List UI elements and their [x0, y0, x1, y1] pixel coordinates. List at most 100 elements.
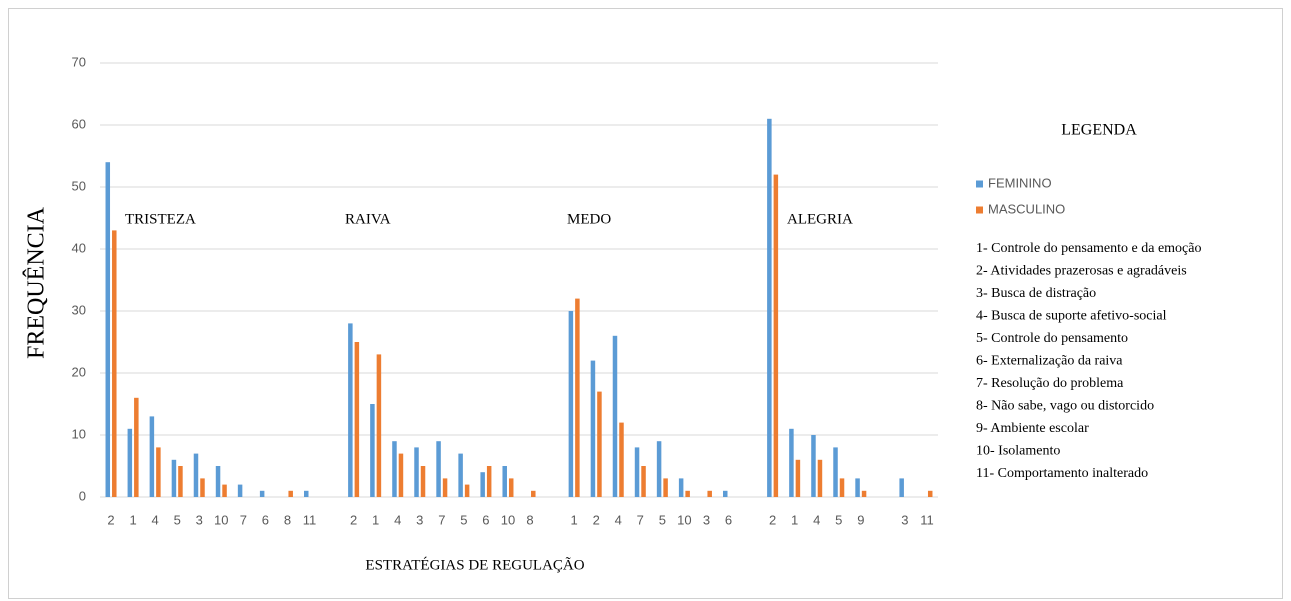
x-tick-label: 10 [214, 512, 228, 527]
y-tick-label: 40 [72, 240, 86, 255]
bar [237, 484, 243, 497]
bar [531, 490, 536, 497]
bar [656, 441, 662, 497]
x-tick-label: 3 [196, 512, 203, 527]
bar [370, 404, 375, 497]
x-tick-label: 10 [501, 512, 515, 527]
bar [612, 335, 618, 497]
bar [833, 447, 838, 497]
x-tick-label: 6 [725, 512, 732, 527]
bar [486, 466, 492, 497]
group-label: TRISTEZA [125, 211, 196, 227]
x-tick-label: 4 [813, 512, 820, 527]
bar [773, 174, 779, 497]
y-tick-label: 0 [79, 488, 86, 503]
bar [134, 397, 139, 497]
group-label: MEDO [567, 211, 611, 227]
legend-key-item: 10- Isolamento [976, 444, 1060, 459]
bar [817, 459, 823, 497]
x-tick-label: 5 [835, 512, 842, 527]
y-tick-label: 70 [72, 54, 86, 69]
bar [392, 441, 397, 497]
bar [200, 478, 205, 497]
bar [178, 466, 183, 497]
frame [8, 8, 1283, 599]
bar [442, 478, 448, 497]
x-tick-label: 2 [769, 512, 776, 527]
bar [575, 298, 580, 497]
x-tick-label: 6 [262, 512, 269, 527]
bar [215, 466, 221, 497]
bar [464, 484, 470, 497]
x-tick-label: 4 [615, 512, 622, 527]
y-tick-label: 30 [72, 302, 86, 317]
legend-key-item: 3- Busca de distração [976, 286, 1096, 301]
x-tick-label: 11 [920, 512, 934, 527]
bar [678, 478, 684, 497]
y-tick-label: 20 [72, 364, 86, 379]
x-tick-label: 6 [482, 512, 489, 527]
x-tick-label: 7 [637, 512, 644, 527]
x-tick-label: 4 [152, 512, 159, 527]
x-tick-label: 5 [460, 512, 467, 527]
x-tick-label: 8 [284, 512, 291, 527]
bar [508, 478, 514, 497]
bar [590, 360, 596, 497]
bar [839, 478, 845, 497]
x-tick-label: 3 [416, 512, 423, 527]
legend-key-item: 5- Controle do pensamento [976, 331, 1128, 346]
x-tick-label: 9 [857, 512, 864, 527]
x-tick-label: 10 [677, 512, 691, 527]
legend-title: LEGENDA [1061, 122, 1137, 139]
bar [348, 323, 353, 497]
bar [568, 311, 574, 497]
bar [193, 453, 199, 497]
bar [376, 354, 382, 497]
bar [458, 453, 463, 497]
bar [619, 422, 624, 497]
x-tick-label: 4 [394, 512, 401, 527]
bar [171, 459, 177, 497]
x-tick-label: 1 [791, 512, 798, 527]
x-tick-label: 3 [703, 512, 710, 527]
bar [105, 162, 111, 497]
bar [899, 478, 904, 497]
x-tick-label: 11 [303, 512, 317, 527]
x-tick-label: 7 [240, 512, 247, 527]
bar [156, 447, 161, 497]
x-tick-label: 2 [350, 512, 357, 527]
bar [767, 118, 772, 498]
bar [663, 478, 668, 497]
x-tick-label: 3 [901, 512, 908, 527]
bar [927, 490, 933, 497]
bar [789, 428, 794, 497]
bar [795, 459, 801, 497]
bar [420, 466, 426, 497]
bar [304, 490, 309, 497]
y-tick-label: 60 [72, 116, 86, 131]
bar [288, 490, 293, 497]
x-tick-label: 8 [526, 512, 533, 527]
x-tick-label: 5 [659, 512, 666, 527]
bar [222, 484, 227, 497]
legend-key-item: 1- Controle do pensamento e da emoção [976, 241, 1201, 256]
group-label: RAIVA [345, 211, 391, 227]
bar [112, 230, 117, 497]
bar [259, 490, 265, 497]
legend-key-item: 9- Ambiente escolar [976, 421, 1089, 436]
bar [641, 466, 646, 497]
bar [707, 490, 712, 497]
bar [855, 478, 860, 497]
x-axis-label: ESTRATÉGIAS DE REGULAÇÃO [365, 556, 584, 573]
bar [149, 416, 155, 497]
bar [685, 490, 690, 497]
bar [436, 441, 441, 497]
legend-key-item: 8- Não sabe, vago ou distorcido [976, 399, 1154, 414]
bar [127, 428, 133, 497]
x-tick-label: 7 [438, 512, 445, 527]
legend-swatch [976, 206, 983, 214]
bar [480, 472, 485, 497]
y-tick-label: 50 [72, 178, 86, 193]
x-tick-label: 2 [593, 512, 600, 527]
